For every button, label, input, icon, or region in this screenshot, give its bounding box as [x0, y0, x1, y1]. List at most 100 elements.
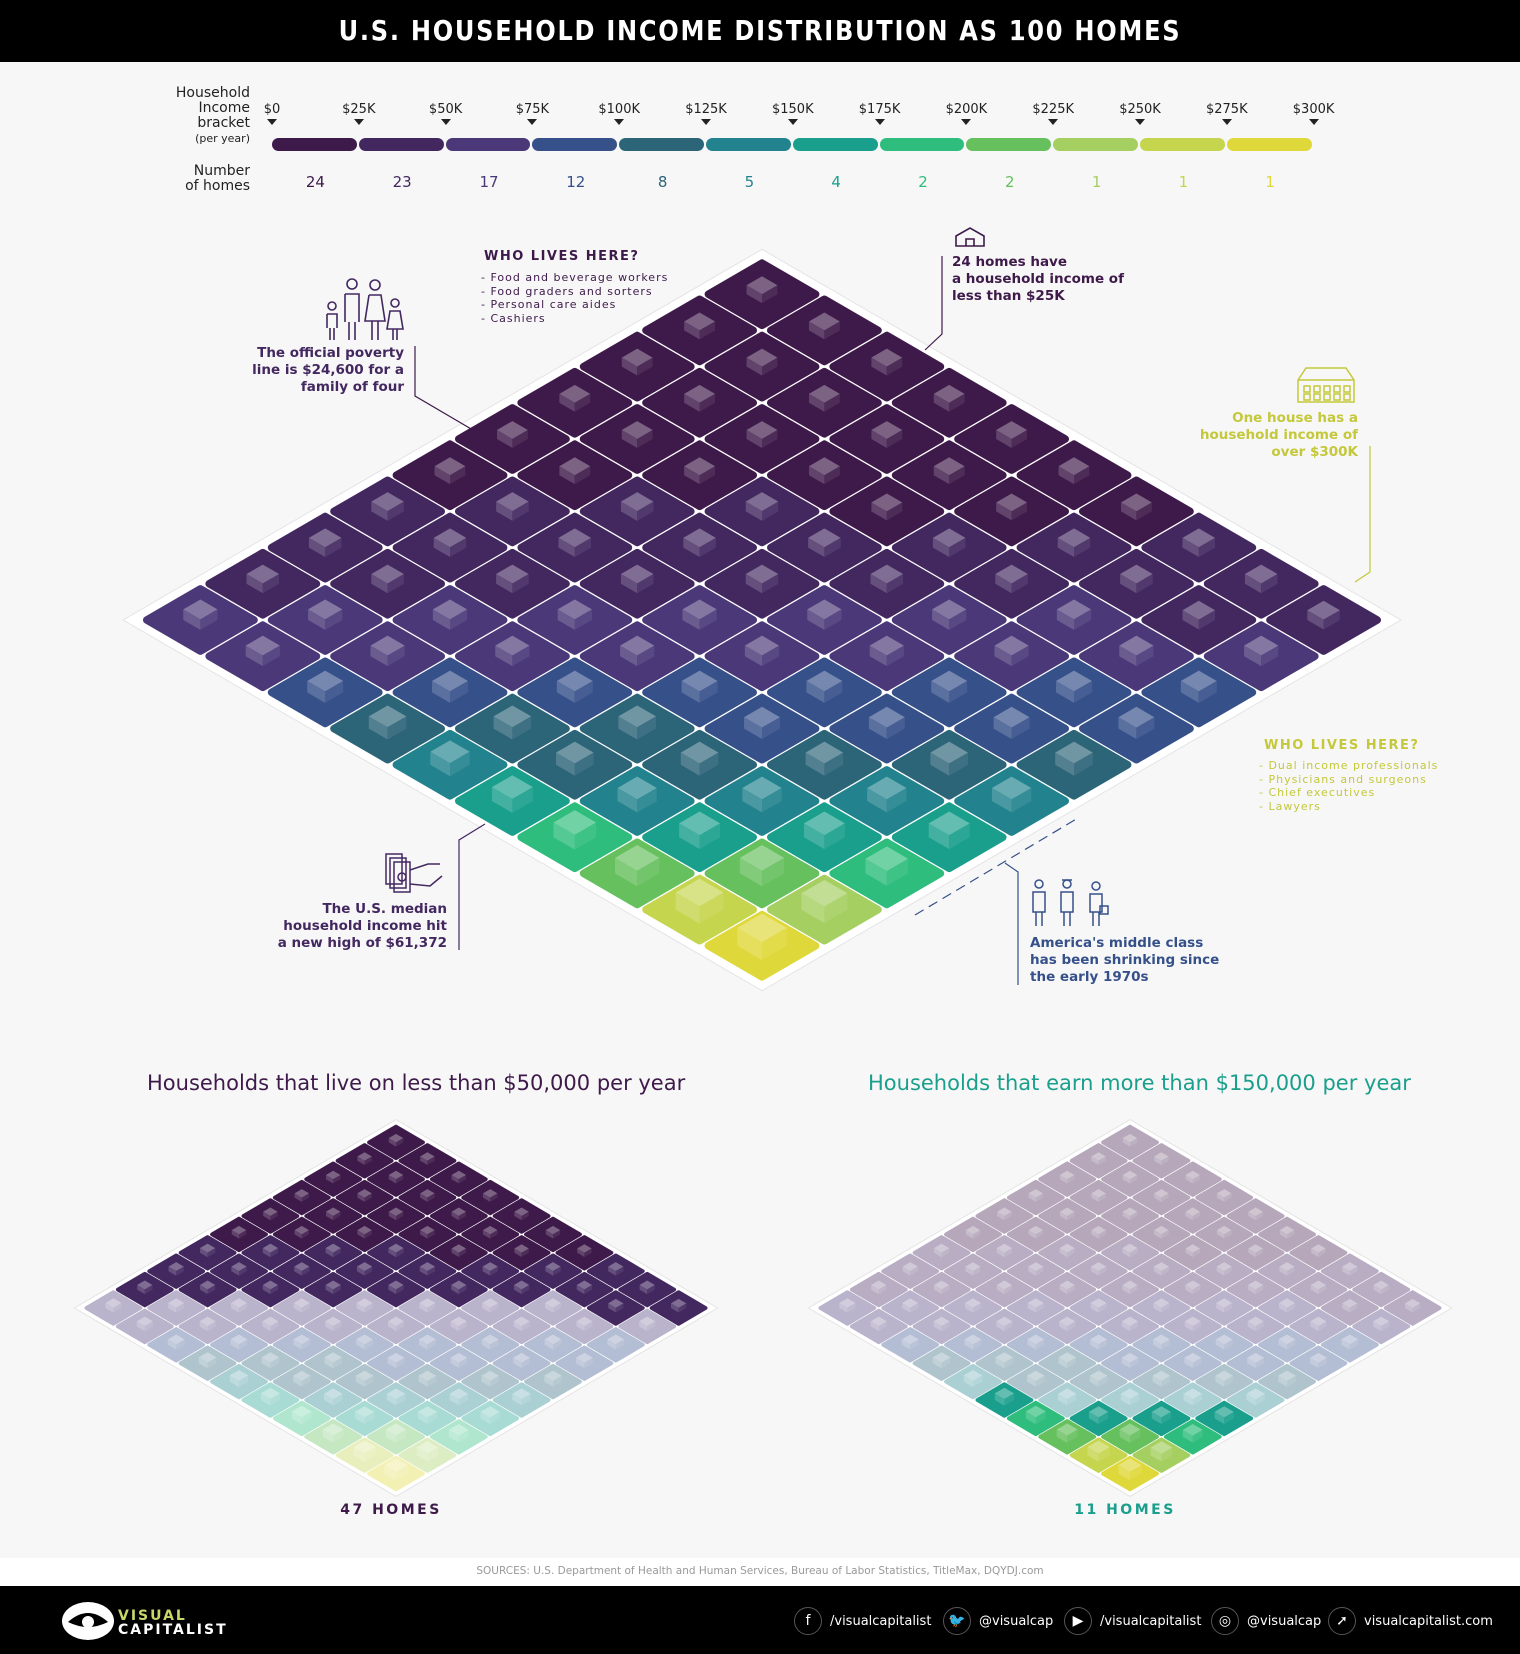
bracket-color-bar [706, 138, 791, 151]
home-tile [954, 476, 1070, 547]
home-tile [1226, 1308, 1285, 1345]
home-tile [704, 404, 820, 474]
middle-line: America's middle class [1030, 935, 1204, 951]
home-tile [1016, 729, 1132, 800]
median-line: The U.S. median [322, 901, 447, 917]
home-tile [272, 1179, 331, 1216]
middle-line: has been shrinking since [1030, 952, 1220, 968]
home-tile [1101, 1382, 1159, 1418]
home-tile [304, 1345, 363, 1381]
home-tile [1132, 1179, 1191, 1216]
home-tile [398, 1400, 457, 1437]
social-link-label: visualcapitalist.com [1364, 1613, 1493, 1629]
home-tile [330, 693, 446, 764]
home-tile [267, 585, 383, 655]
social-link-label: @visualcap [979, 1613, 1054, 1629]
poverty-line: line is $24,600 for a [252, 362, 404, 378]
bracket-label-line: Income [198, 100, 250, 116]
home-tile [517, 585, 633, 655]
home-tile [1195, 1253, 1254, 1289]
tick-arrow-icon [267, 119, 277, 125]
middle-line: the early 1970s [1030, 969, 1149, 985]
home-tile [461, 1327, 520, 1363]
home-tile [429, 1198, 488, 1234]
social-link[interactable]: ➚ visualcapitalist.com [1328, 1606, 1493, 1636]
twitter-icon: 🐦 [943, 1607, 971, 1635]
who-list-item: - Lawyers [1259, 799, 1321, 813]
poverty-line: The official poverty [257, 345, 404, 361]
home-tile [1258, 1253, 1316, 1289]
home-tile [461, 1363, 520, 1400]
home-tile [1132, 1290, 1191, 1326]
home-tile [241, 1308, 300, 1345]
bracket-tick-label: $250K [1119, 102, 1161, 117]
home-tile [1195, 1179, 1254, 1216]
home-tile [367, 1235, 425, 1271]
home-tile [517, 440, 633, 511]
home-tile [912, 1345, 971, 1381]
home-tile [704, 259, 820, 330]
home-tile [210, 1327, 268, 1363]
bracket-tick-label: $0 [263, 102, 281, 117]
home-tile [912, 1271, 971, 1308]
home-tile [944, 1253, 1002, 1289]
visual-capitalist-logo[interactable] [58, 1598, 118, 1642]
social-link[interactable]: ◎ @visualcap [1211, 1606, 1321, 1636]
home-tile [1069, 1437, 1128, 1473]
home-tile [1203, 621, 1319, 692]
home-tile [272, 1400, 331, 1437]
over300-line: household income of [1199, 427, 1358, 443]
tick-arrow-icon [701, 119, 711, 125]
home-tile [642, 440, 758, 511]
home-tile [1289, 1345, 1348, 1381]
home-tile [492, 1271, 551, 1308]
home-tile [1266, 585, 1382, 655]
home-tile [367, 1271, 425, 1308]
home-tile [1141, 657, 1257, 728]
social-link[interactable]: ▶ /visualcapitalist [1064, 1606, 1201, 1636]
logo-text: CAPITALIST [118, 1623, 228, 1637]
home-tile [517, 367, 633, 438]
home-tile [1101, 1124, 1159, 1161]
sources-text: SOURCES: U.S. Department of Health and H… [476, 1565, 1044, 1577]
tick-arrow-icon [440, 119, 451, 125]
home-tile [891, 657, 1007, 728]
home-tile [142, 585, 258, 655]
home-count-label: 23 [392, 173, 412, 191]
home-tile [84, 1290, 143, 1326]
home-tile [1195, 1363, 1254, 1400]
logo-text: VISUAL [118, 1609, 187, 1623]
home-tile [272, 1216, 331, 1253]
bracket-tick-label: $275K [1205, 102, 1248, 117]
home-tile [849, 1308, 908, 1345]
home-tile [766, 874, 882, 945]
home-tile [335, 1179, 394, 1216]
homes-label-line: of homes [185, 178, 250, 194]
poverty-annotation: The official poverty line is $24,600 for… [232, 345, 404, 396]
bracket-tick-label: $125K [685, 102, 727, 117]
home-tile [975, 1235, 1034, 1271]
social-link[interactable]: f/visualcapitalist [794, 1606, 931, 1636]
bracket-tick-label: $225K [1032, 102, 1074, 117]
home-tile [1163, 1198, 1222, 1234]
bracket-color-bar [879, 138, 965, 151]
home-tile [210, 1216, 268, 1253]
home-tile [1163, 1419, 1222, 1455]
over300-annotation: One house has a household income of over… [1188, 410, 1358, 461]
social-link[interactable]: 🐦 @visualcap [943, 1606, 1053, 1636]
tick-arrow-icon [961, 119, 972, 125]
home-tile [304, 1198, 363, 1234]
home-tile [829, 331, 945, 402]
bracket-label-unit: (per year) [195, 132, 250, 145]
bracket-color-bar [1226, 138, 1312, 151]
home-tile [944, 1216, 1002, 1253]
home-tile [1006, 1363, 1065, 1400]
bracket-tick-label: $100K [598, 102, 640, 117]
home-tile [272, 1253, 331, 1289]
home-tile [954, 548, 1070, 619]
home-tile [1352, 1271, 1411, 1308]
home-tile [766, 512, 882, 583]
home-tile [1320, 1253, 1379, 1289]
page-title: U.S. HOUSEHOLD INCOME DISTRIBUTION AS 10… [338, 14, 1182, 47]
home-tile [461, 1179, 520, 1216]
